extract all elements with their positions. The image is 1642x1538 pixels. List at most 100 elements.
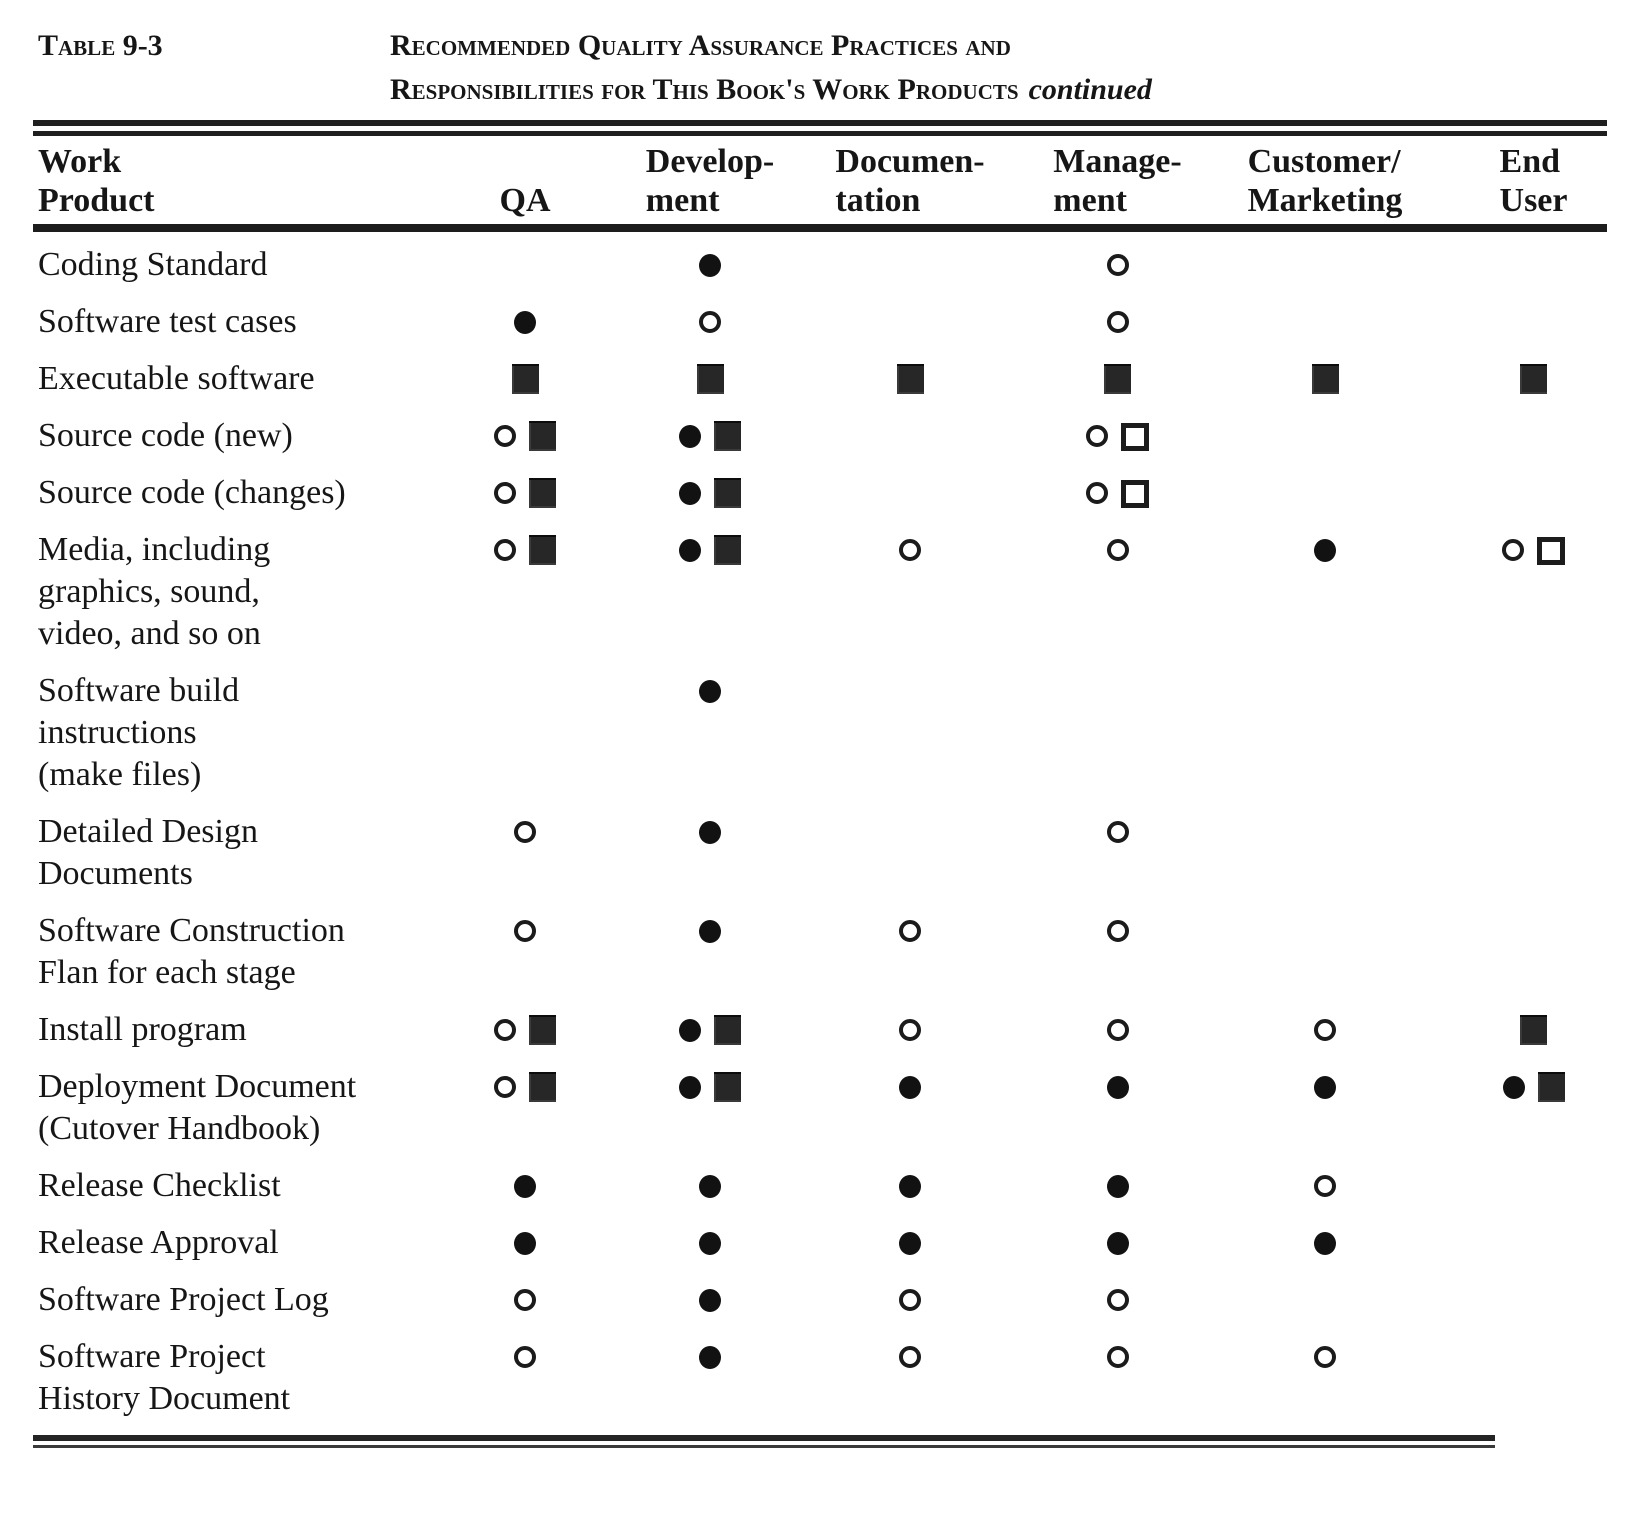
work-product-label-source-code-new-line-1: Source code (new): [38, 417, 293, 454]
column-header-development-line-1: Develop-: [645, 143, 775, 180]
filled-circle-icon: [1314, 539, 1336, 562]
table-rule-under-header: [33, 224, 1607, 232]
filled-circle-icon: [699, 1175, 721, 1198]
work-product-label-deployment-document: Deployment Document (Cutover Handbook): [0, 1066, 440, 1150]
cell-source-code-new-documentation: [810, 415, 1010, 457]
work-product-label-software-project-history-document-line-2: History Document: [38, 1380, 291, 1417]
cell-install-program-management: [1010, 1009, 1225, 1051]
filled-circle-icon: [679, 1019, 701, 1042]
cell-software-test-cases-development: [610, 301, 810, 343]
cell-detailed-design-documents-development: [610, 811, 810, 853]
cell-release-checklist-management: [1010, 1165, 1225, 1207]
cell-install-program-end-user: [1425, 1009, 1642, 1051]
cell-software-project-history-document-qa: [440, 1336, 610, 1378]
table-title: Recommended Quality Assurance Practices …: [390, 24, 1152, 112]
cell-detailed-design-documents-documentation: [810, 811, 1010, 853]
work-product-label-coding-standard-line-1: Coding Standard: [38, 246, 268, 283]
cell-deployment-document-qa: [440, 1066, 610, 1108]
filled-square-icon: [529, 421, 556, 451]
cell-software-construction-plan-management: [1010, 910, 1225, 952]
cell-release-approval-management: [1010, 1222, 1225, 1264]
table-header-row: Work Product QA Develop-ment Documen-tation M…: [0, 142, 1642, 220]
cell-coding-standard-qa: [440, 244, 610, 286]
filled-circle-icon: [699, 920, 721, 943]
cell-source-code-new-development: [610, 415, 810, 457]
filled-square-icon: [529, 1072, 556, 1102]
open-circle-icon: [1086, 425, 1108, 447]
cell-source-code-changes-development: [610, 472, 810, 514]
column-header-text-work-product: Work Product: [38, 142, 154, 220]
work-product-label-deployment-document-line-2: (Cutover Handbook): [38, 1110, 321, 1147]
work-product-label-media-line-3: video, and so on: [38, 615, 261, 652]
cell-source-code-changes-documentation: [810, 472, 1010, 514]
cell-software-project-log-development: [610, 1279, 810, 1321]
cell-software-test-cases-documentation: [810, 301, 1010, 343]
cell-install-program-qa: [440, 1009, 610, 1051]
work-product-label-software-build-instructions-line-1: Software build: [38, 672, 240, 709]
column-header-end-user-line-1: End: [1499, 143, 1561, 180]
filled-circle-icon: [899, 1232, 921, 1255]
work-product-label-software-test-cases: Software test cases: [0, 301, 440, 343]
column-header-management: Manage-ment: [1010, 142, 1225, 220]
filled-square-icon: [529, 535, 556, 565]
cell-software-project-history-document-development: [610, 1336, 810, 1378]
open-circle-icon: [494, 425, 516, 447]
cell-release-approval-qa: [440, 1222, 610, 1264]
cell-executable-software-documentation: [810, 358, 1010, 400]
filled-circle-icon: [679, 425, 701, 448]
work-product-label-executable-software: Executable software: [0, 358, 440, 400]
cell-executable-software-qa: [440, 358, 610, 400]
filled-circle-icon: [1502, 1076, 1525, 1099]
work-product-label-release-approval: Release Approval: [0, 1222, 440, 1264]
filled-circle-icon: [699, 1289, 721, 1312]
cell-media-documentation: [810, 529, 1010, 571]
work-product-label-software-build-instructions: Software build instructions (make files): [0, 670, 440, 796]
filled-circle-icon: [1106, 1175, 1129, 1198]
open-circle-icon: [1314, 1175, 1336, 1197]
open-circle-icon: [494, 539, 516, 561]
open-circle-icon: [1314, 1346, 1336, 1368]
filled-square-icon: [529, 478, 556, 508]
cell-media-development: [610, 529, 810, 571]
table-row-install-program: Install program: [0, 1009, 1642, 1051]
work-product-label-media: Media, including graphics, sound, video, a…: [0, 529, 440, 655]
work-product-label-media-line-2: graphics, sound,: [38, 573, 260, 610]
filled-circle-icon: [899, 1175, 921, 1198]
cell-software-test-cases-qa: [440, 301, 610, 343]
filled-square-icon: [1537, 1072, 1565, 1102]
filled-square-icon: [714, 1072, 741, 1102]
open-circle-icon: [699, 311, 721, 333]
table-row-source-code-changes: Source code (changes): [0, 472, 1642, 514]
table-row-software-test-cases: Software test cases: [0, 301, 1642, 343]
cell-software-project-history-document-management: [1010, 1336, 1225, 1378]
open-circle-icon: [899, 1289, 921, 1311]
cell-source-code-new-management: [1010, 415, 1225, 457]
open-circle-icon: [514, 821, 536, 843]
open-square-icon: [1121, 480, 1149, 508]
cell-install-program-customer-marketing: [1225, 1009, 1425, 1051]
cell-detailed-design-documents-customer-marketing: [1225, 811, 1425, 853]
work-product-label-software-project-history-document-line-1: Software Project: [38, 1338, 266, 1375]
filled-square-icon: [1520, 364, 1547, 394]
filled-square-icon: [1104, 364, 1131, 394]
column-header-work-product-line-2: Product: [38, 182, 155, 219]
work-product-label-release-checklist: Release Checklist: [0, 1165, 440, 1207]
open-circle-icon: [1086, 482, 1108, 504]
work-product-label-software-build-instructions-line-3: (make files): [38, 756, 202, 793]
filled-square-icon: [529, 1015, 556, 1045]
column-header-documentation: Documen-tation: [810, 142, 1010, 220]
filled-circle-icon: [679, 482, 701, 505]
filled-circle-icon: [1314, 1232, 1336, 1255]
cell-software-build-instructions-development: [610, 670, 810, 712]
work-product-label-software-project-history-document: Software Project History Document: [0, 1336, 440, 1420]
filled-square-icon: [714, 421, 741, 451]
filled-circle-icon: [699, 821, 721, 844]
table-row-release-checklist: Release Checklist: [0, 1165, 1642, 1207]
cell-release-checklist-customer-marketing: [1225, 1165, 1425, 1207]
table-row-release-approval: Release Approval: [0, 1222, 1642, 1264]
open-circle-icon: [899, 539, 921, 561]
open-circle-icon: [1106, 821, 1129, 843]
cell-software-project-history-document-end-user: [1425, 1336, 1642, 1378]
column-header-text-qa: QA: [500, 181, 551, 220]
work-product-label-install-program: Install program: [0, 1009, 440, 1051]
